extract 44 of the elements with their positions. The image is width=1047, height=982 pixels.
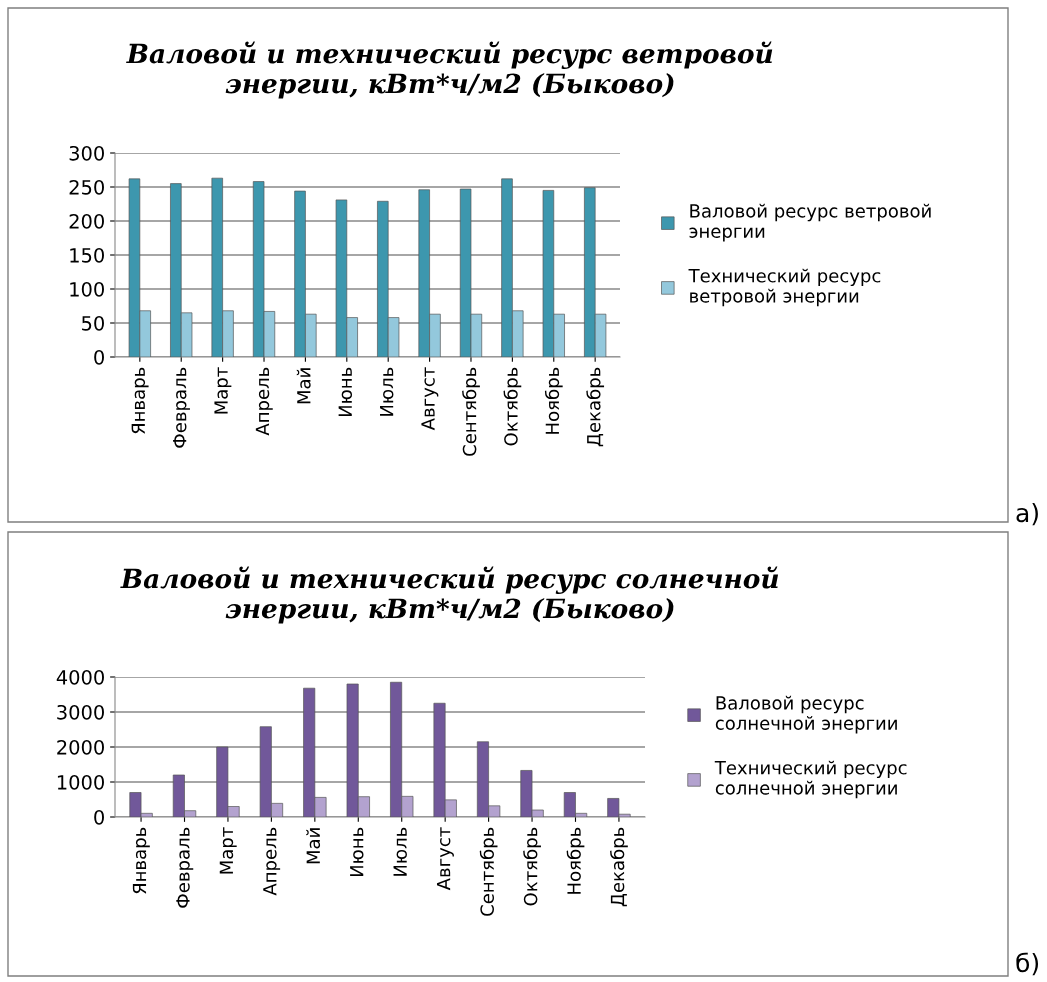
x-tick-label: Август <box>436 827 454 891</box>
y-tick-label: 2000 <box>57 739 104 755</box>
y-tick-label: 0 <box>94 809 104 825</box>
y-tick-label: 50 <box>82 315 104 331</box>
y-tick-label: 4000 <box>56 669 104 685</box>
x-tick-label: Ноябрь <box>566 827 585 894</box>
x-tick-label: Июнь <box>338 367 353 417</box>
x-tick-label: Декабрь <box>586 367 605 447</box>
x-tick-label: Июль <box>393 827 407 876</box>
x-tick-label: Июнь <box>350 827 364 877</box>
text: б) <box>1016 952 1039 976</box>
x-tick-label: Сентябрь <box>479 827 498 916</box>
x-tick-label: Июль <box>380 367 394 416</box>
x-tick-label: Февраль <box>173 367 190 448</box>
x-tick-label: Март <box>214 367 232 414</box>
x-tick-label: Январь <box>132 827 150 894</box>
legend-label: Технический ресурс солнечной энергии <box>714 760 907 799</box>
x-tick-label: Август <box>421 367 439 431</box>
y-tick-label: 250 <box>69 179 104 195</box>
text: а) <box>1016 502 1038 526</box>
x-tick-label: Ноябрь <box>544 367 563 434</box>
chart-title: Валовой и технический ресурс ветровой энергии, кВт*ч/м2 (Быково) <box>126 41 773 99</box>
y-tick-label: 300 <box>69 145 104 161</box>
x-tick-label: Апрель <box>255 367 273 436</box>
x-tick-label: Октябрь <box>523 827 541 906</box>
y-tick-label: 200 <box>69 213 104 229</box>
y-tick-label: 100 <box>70 281 104 297</box>
legend-label: Валовой ресурс солнечной энергии <box>715 695 897 734</box>
legend-label: Технический ресурс ветровой энергии <box>688 268 881 307</box>
x-tick-label: Май <box>306 828 321 864</box>
x-tick-label: Январь <box>131 367 149 434</box>
chart-title: Валовой и технический ресурс солнечной энергии, кВт*ч/м2 (Быково) <box>120 566 779 624</box>
x-tick-label: Декабрь <box>610 827 628 907</box>
x-tick-label: Апрель <box>263 827 281 896</box>
x-tick-label: Октябрь <box>503 367 522 446</box>
y-tick-label: 3000 <box>57 704 104 720</box>
y-tick-label: 1000 <box>57 774 104 790</box>
x-tick-label: Февраль <box>176 827 194 908</box>
x-tick-label: Март <box>219 827 237 874</box>
y-tick-label: 150 <box>70 247 104 263</box>
y-tick-label: 0 <box>94 349 104 365</box>
legend-label: Валовой ресурс ветровой энергии <box>689 203 931 242</box>
x-tick-label: Май <box>296 368 311 404</box>
x-tick-label: Сентябрь <box>462 367 480 456</box>
